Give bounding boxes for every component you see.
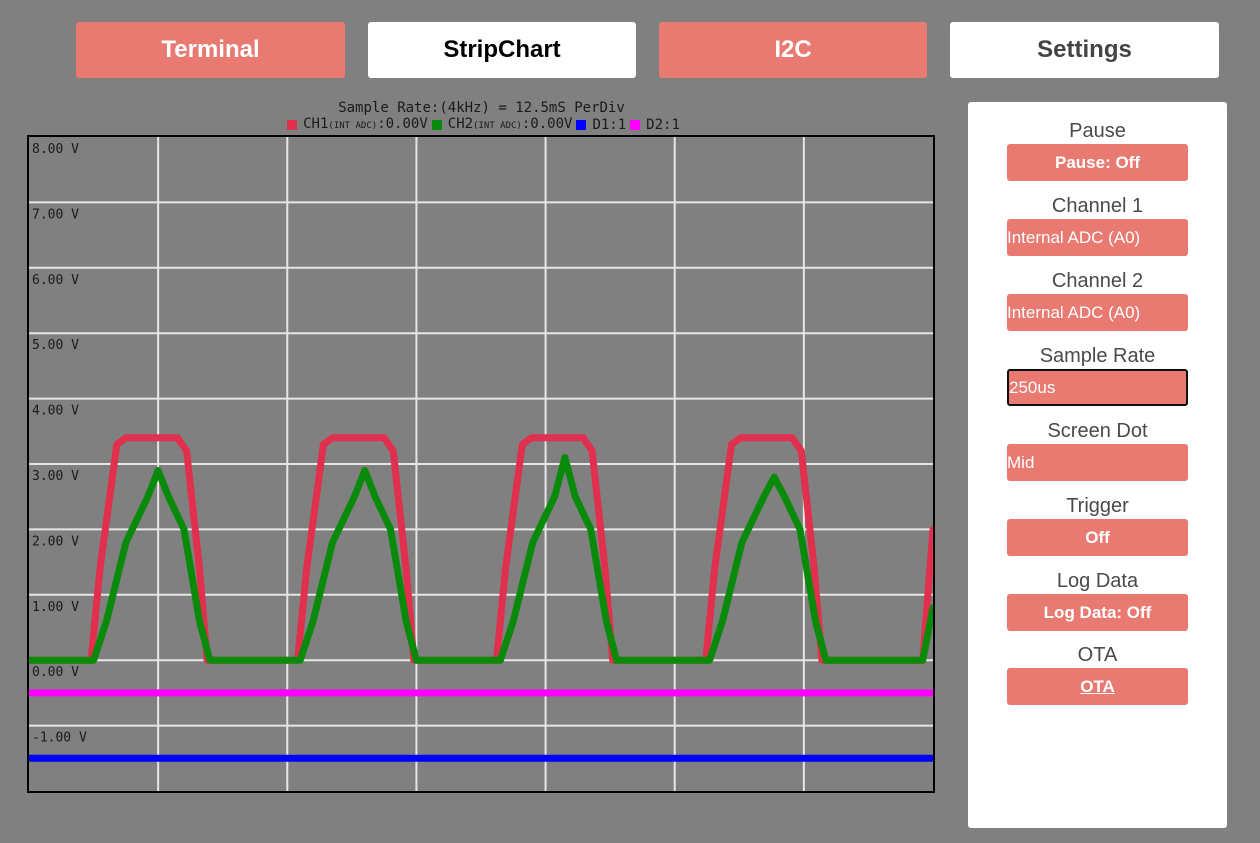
ota-link-text[interactable]: OTA xyxy=(1080,676,1115,696)
sample-rate-select[interactable]: 250us xyxy=(1007,369,1188,406)
channel2-select[interactable]: Internal ADC (A0) xyxy=(1007,294,1188,331)
ota-button[interactable]: OTA xyxy=(1007,668,1188,705)
tab-stripchart[interactable]: StripChart xyxy=(368,22,636,78)
screen-dot-label: Screen Dot xyxy=(1047,420,1148,442)
legend-entry: D2:1 xyxy=(646,117,680,133)
tab-i2c[interactable]: I2C xyxy=(659,22,927,78)
y-tick-label: 7.00 V xyxy=(32,207,79,222)
pause-button[interactable]: Pause: Off xyxy=(1007,144,1188,181)
ota-label: OTA xyxy=(1077,644,1118,666)
tab-terminal[interactable]: Terminal xyxy=(76,22,345,78)
log-data-button[interactable]: Log Data: Off xyxy=(1007,594,1188,631)
y-tick-label: 0.00 V xyxy=(32,665,79,680)
y-tick-label: 1.00 V xyxy=(32,600,79,615)
legend-entry: CH1(INT ADC):0.00V xyxy=(303,116,428,132)
trigger-label: Trigger xyxy=(1066,495,1129,517)
control-panel: Pause Pause: Off Channel 1 Internal ADC … xyxy=(968,102,1227,828)
screen-dot-select[interactable]: Mid xyxy=(1007,444,1188,481)
legend-entry: D1:1 xyxy=(592,117,627,133)
series-ch2-line xyxy=(29,454,933,664)
channel1-select[interactable]: Internal ADC (A0) xyxy=(1007,219,1188,256)
legend-swatch xyxy=(630,120,641,130)
chart-header: Sample Rate:(4kHz) = 12.5mS PerDiv CH1(I… xyxy=(28,100,935,134)
strip-chart-svg: 8.00 V 7.00 V 6.00 V 5.00 V 4.00 V 3.00 V 2.00… xyxy=(29,137,933,791)
legend-swatch xyxy=(576,120,587,130)
chart-title: Sample Rate:(4kHz) = 12.5mS PerDiv xyxy=(338,100,625,116)
tab-settings[interactable]: Settings xyxy=(950,22,1219,78)
chart-legend: CH1(INT ADC):0.00V CH2(INT ADC):0.00V D1:1… xyxy=(28,116,935,134)
legend-swatch xyxy=(431,120,442,130)
legend-entry: CH2(INT ADC):0.00V xyxy=(447,116,573,132)
y-tick-label: 8.00 V xyxy=(32,142,79,157)
legend-swatch xyxy=(287,120,298,130)
y-tick-label: 6.00 V xyxy=(32,273,79,288)
y-tick-label: -1.00 V xyxy=(32,731,87,746)
trigger-button[interactable]: Off xyxy=(1007,519,1188,556)
channel1-label: Channel 1 xyxy=(1051,195,1144,217)
sample-rate-label: Sample Rate xyxy=(1039,345,1156,367)
y-tick-label: 3.00 V xyxy=(32,469,79,484)
y-tick-label: 5.00 V xyxy=(32,338,79,353)
strip-chart: 8.00 V 7.00 V 6.00 V 5.00 V 4.00 V 3.00 V 2.00… xyxy=(27,135,935,793)
series-ch1-line xyxy=(29,434,933,664)
pause-label: Pause xyxy=(1069,120,1126,142)
channel2-label: Channel 2 xyxy=(1051,270,1144,292)
y-tick-label: 2.00 V xyxy=(32,534,79,549)
log-data-label: Log Data xyxy=(1056,570,1139,592)
y-tick-label: 4.00 V xyxy=(32,404,79,419)
